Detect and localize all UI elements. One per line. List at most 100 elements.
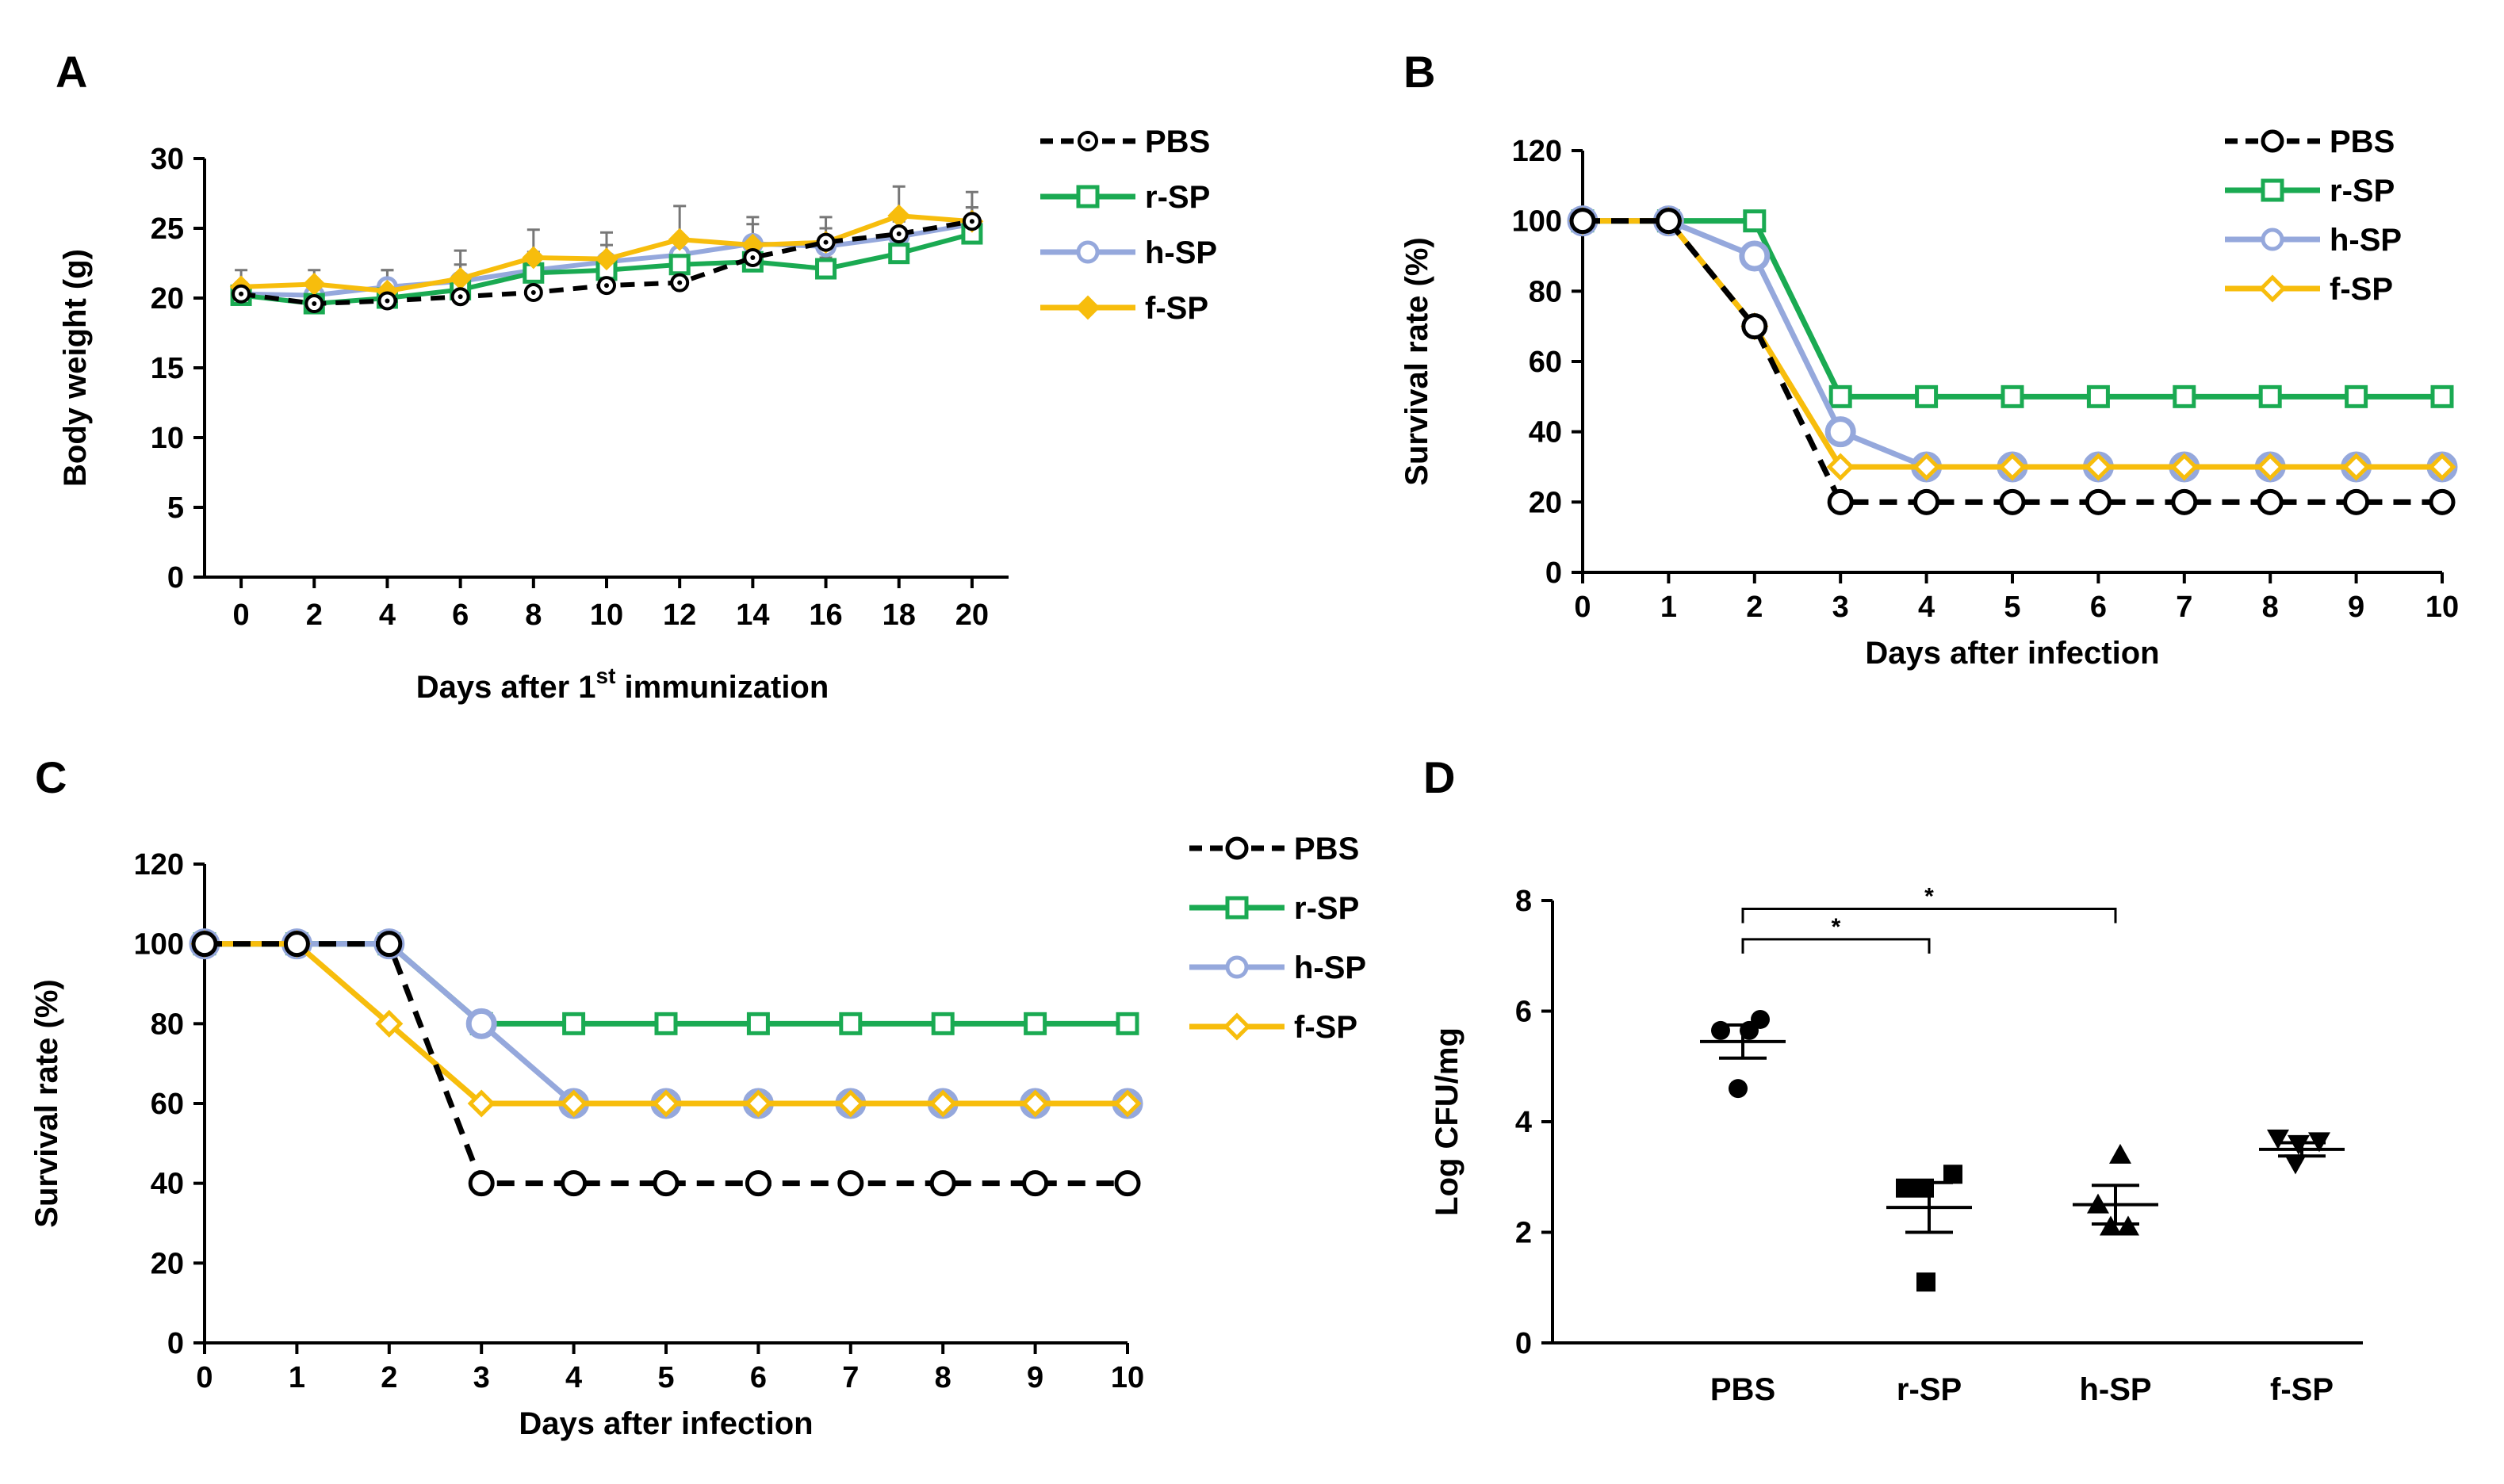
data-point-f-sp xyxy=(2256,453,2284,481)
series-h-sp xyxy=(1567,205,2458,483)
legend-marker-h-sp xyxy=(1225,955,1249,979)
legend-marker-h-sp xyxy=(1076,240,1100,264)
data-point-pbs xyxy=(1751,1009,1770,1029)
data-point-f-sp xyxy=(375,1009,404,1038)
y-tick-label: 60 xyxy=(1529,346,1562,379)
y-tick-label: 80 xyxy=(151,1008,184,1041)
series-line-f-sp xyxy=(1583,218,2442,470)
panel-b: B 0 20 40 60 80 100 120 0 1 2 3 4 5 6 7 8 9 10 Survival ra… xyxy=(1399,47,2459,671)
data-point-h-sp xyxy=(2109,1143,2131,1164)
data-point-r-sp xyxy=(2258,384,2282,408)
legend-label-pbs: PBS xyxy=(2330,124,2395,159)
x-tick-label-r-sp: r-SP xyxy=(1897,1372,1962,1407)
data-point-r-sp xyxy=(2430,384,2454,408)
data-point-pbs xyxy=(653,1170,680,1197)
legend-marker-r-sp xyxy=(2261,178,2284,202)
panel-label-d: D xyxy=(1423,752,1455,802)
data-point-r-sp xyxy=(562,1012,586,1035)
x-tick-label-pbs: PBS xyxy=(1710,1372,1775,1407)
data-point-r-sp xyxy=(931,1012,955,1035)
x-tick-label: 10 xyxy=(590,599,623,632)
x-tick-label: 0 xyxy=(1574,591,1591,624)
x-tick-label: 1 xyxy=(1660,591,1677,624)
data-point-r-sp xyxy=(888,243,910,265)
x-tick-label: 6 xyxy=(2090,591,2107,624)
data-point-pbs xyxy=(376,931,403,958)
data-point-pbs xyxy=(2085,488,2112,515)
data-point-f-sp xyxy=(2428,453,2456,481)
data-point-h-sp xyxy=(2117,1215,2139,1236)
data-point-pbs xyxy=(1827,488,1854,515)
data-point-r-sp xyxy=(1896,1178,1915,1198)
panel-a: A 0 5 10 15 20 25 30 0 2 4 6 8 10 12 14 16 18 20 Body weig… xyxy=(56,47,1217,705)
data-point-f-sp xyxy=(744,1089,772,1118)
y-tick-label: 0 xyxy=(167,561,184,595)
legend-marker-f-sp xyxy=(1223,1012,1251,1041)
y-tick-label: 20 xyxy=(151,1247,184,1280)
y-tick-label: 0 xyxy=(1545,556,1562,590)
data-point-pbs xyxy=(1913,488,1940,515)
x-axis-label: Days after 1st immunization xyxy=(416,664,829,705)
data-point-r-sp xyxy=(2173,384,2196,408)
data-point-pbs xyxy=(745,1170,771,1197)
legend-marker-f-sp xyxy=(2258,274,2287,303)
series-pbs xyxy=(1569,208,2456,515)
data-point-pbs-center xyxy=(750,254,756,260)
series-pbs xyxy=(232,212,982,314)
data-point-pbs xyxy=(837,1170,864,1197)
significance-label: * xyxy=(1832,914,1841,940)
x-axis-label-main: Days after 1 xyxy=(416,670,596,705)
data-point-pbs-center xyxy=(458,294,463,300)
data-point-r-sp xyxy=(2086,384,2110,408)
y-tick-label: 80 xyxy=(1529,275,1562,308)
series-f-sp xyxy=(1568,207,2456,481)
series-line-pbs xyxy=(1583,218,2442,505)
data-point-pbs xyxy=(1729,1079,1748,1099)
data-point-pbs xyxy=(1114,1170,1141,1197)
series-line-pbs xyxy=(205,941,1128,1187)
x-axis-label-sup: st xyxy=(596,664,616,688)
data-point-f-sp xyxy=(887,204,911,228)
x-tick-label: 14 xyxy=(736,599,769,632)
y-tick-label: 0 xyxy=(167,1327,184,1360)
y-axis-label: Body weight (g) xyxy=(58,249,93,487)
x-tick-label: 3 xyxy=(473,1361,490,1394)
data-point-pbs-center xyxy=(604,283,609,289)
legend-label-r-sp: r-SP xyxy=(2330,174,2395,208)
data-point-r-sp xyxy=(2345,384,2368,408)
data-point-f-sp xyxy=(1912,453,1941,481)
data-point-pbs xyxy=(1999,488,2026,515)
x-tick-label: 2 xyxy=(1746,591,1763,624)
data-point-f-sp xyxy=(1998,453,2027,481)
data-point-f-sp xyxy=(2084,453,2112,481)
x-tick-label: 8 xyxy=(935,1361,951,1394)
data-point-r-sp xyxy=(1116,1012,1139,1035)
data-point-r-sp xyxy=(1828,384,1852,408)
legend-label-f-sp: f-SP xyxy=(1145,291,1208,326)
data-point-r-sp xyxy=(839,1012,863,1035)
legend-label-f-sp: f-SP xyxy=(1294,1010,1357,1045)
data-point-r-sp xyxy=(815,258,837,280)
data-point-r-sp xyxy=(1915,384,1939,408)
y-tick-label: 15 xyxy=(151,352,184,385)
y-axis-label: Log CFU/mg xyxy=(1430,1027,1464,1216)
data-point-f-sp xyxy=(1113,1089,1142,1118)
x-tick-label: 20 xyxy=(955,599,989,632)
data-point-pbs xyxy=(561,1170,588,1197)
data-point-f-sp xyxy=(668,228,691,251)
panel-d: D 0 2 4 6 8 Log CFU/mg PBS r-SP h-SP f-SP * * xyxy=(1423,752,2363,1407)
y-tick-label: 120 xyxy=(134,848,184,882)
data-point-r-sp xyxy=(1916,1272,1935,1292)
data-point-pbs-center xyxy=(677,280,683,285)
legend-marker-f-sp xyxy=(1075,295,1101,320)
x-tick-label: 4 xyxy=(1918,591,1935,624)
y-tick-label: 6 xyxy=(1515,996,1532,1029)
legend-label-f-sp: f-SP xyxy=(2330,272,2393,307)
data-point-pbs-center xyxy=(896,231,902,237)
data-point-h-sp xyxy=(1824,416,1856,448)
x-tick-label: 9 xyxy=(2348,591,2364,624)
series-line-h-sp xyxy=(1583,218,2442,470)
legend-label-h-sp: h-SP xyxy=(2330,223,2402,258)
x-tick-label: 4 xyxy=(379,599,396,632)
legend-label-pbs: PBS xyxy=(1294,832,1359,866)
